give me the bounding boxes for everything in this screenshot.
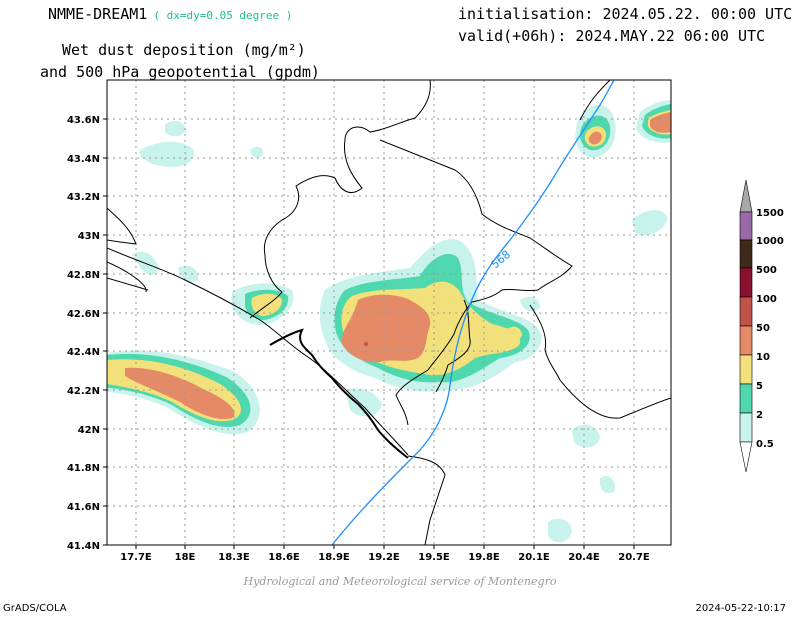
legend-top-arrow: [739, 179, 753, 213]
legend-swatch: [739, 383, 753, 414]
lat-label: 43.4N: [67, 154, 100, 165]
legend-bottom-arrow: [739, 441, 753, 473]
legend-label: 10: [756, 352, 770, 363]
lon-label: 18.6E: [268, 552, 300, 563]
geopotential-contour-568: [331, 79, 615, 546]
lat-label: 41.8N: [67, 463, 100, 474]
legend-swatch: [739, 296, 753, 327]
level-10-area: [125, 112, 671, 420]
resolution-label: ( dx=dy=0.05 degree ): [153, 9, 293, 22]
legend-label: 500: [756, 265, 777, 276]
lon-label: 18E: [175, 552, 196, 563]
lon-label: 20.7E: [618, 552, 650, 563]
lat-label: 42.6N: [67, 309, 100, 320]
legend-label: 50: [756, 323, 770, 334]
lon-label: 20.4E: [568, 552, 600, 563]
color-legend: [739, 179, 753, 473]
lat-label: 42.4N: [67, 347, 100, 358]
axis-ticks: [103, 118, 635, 549]
lat-lon-grid: [107, 80, 671, 545]
lat-label: 41.6N: [67, 502, 100, 513]
valid-time: valid(+06h): 2024.MAY.22 06:00 UTC: [458, 27, 766, 45]
coastline: [269, 328, 409, 459]
lat-label: 41.4N: [67, 541, 100, 552]
legend-label: 1000: [756, 236, 784, 247]
lon-label: 19.8E: [468, 552, 500, 563]
legend-swatch: [739, 325, 753, 356]
level-50-speck: [364, 342, 368, 346]
legend-label: 1500: [756, 208, 784, 219]
legend-label: 100: [756, 294, 777, 305]
map-title-line1: Wet dust deposition (mg/m²): [62, 41, 306, 59]
country-borders: [107, 80, 671, 545]
lat-label: 43.2N: [67, 192, 100, 203]
lon-label: 17.7E: [120, 552, 152, 563]
legend-label: 2: [756, 410, 763, 421]
dust-field: [107, 100, 671, 543]
credit-line: Hydrological and Meteorological service …: [243, 575, 557, 588]
lon-label: 18.9E: [318, 552, 350, 563]
lon-label: 20.1E: [518, 552, 550, 563]
model-name: NMME-DREAM1 ( dx=dy=0.05 degree ): [48, 5, 292, 23]
lon-label: 18.3E: [218, 552, 250, 563]
legend-swatch: [739, 354, 753, 385]
lat-label: 42N: [78, 425, 100, 436]
legend-label: 0.5: [756, 439, 774, 450]
lat-label: 42.8N: [67, 270, 100, 281]
model-label: NMME-DREAM1: [48, 5, 148, 23]
legend-label: 5: [756, 381, 763, 392]
software-label: GrADS/COLA: [3, 603, 67, 614]
contour-label: 568: [489, 248, 513, 271]
map-title-line2: and 500 hPa geopotential (gpdm): [40, 63, 320, 81]
legend-swatch: [739, 412, 753, 443]
lat-label: 42.2N: [67, 386, 100, 397]
lon-label: 19.2E: [368, 552, 400, 563]
legend-swatch: [739, 267, 753, 298]
init-time: initialisation: 2024.05.22. 00:00 UTC: [458, 5, 793, 23]
timestamp-label: 2024-05-22-10:17: [695, 603, 786, 614]
lon-label: 19.5E: [418, 552, 450, 563]
lat-label: 43N: [78, 231, 100, 242]
legend-swatch: [739, 239, 753, 269]
lat-label: 43.6N: [67, 115, 100, 126]
legend-swatch: [739, 211, 753, 241]
